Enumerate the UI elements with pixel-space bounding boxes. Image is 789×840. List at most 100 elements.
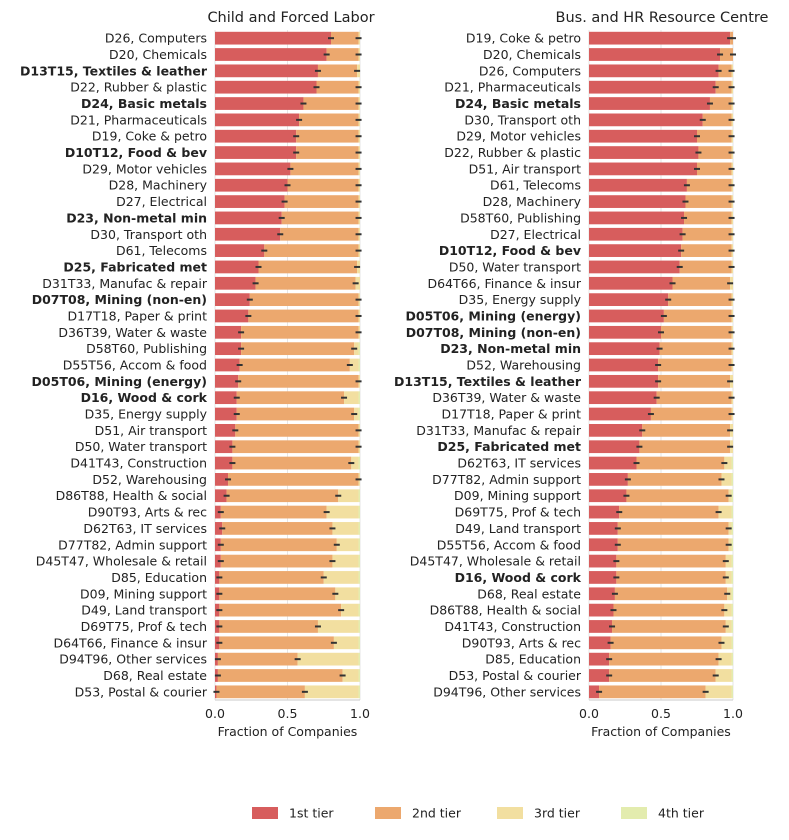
bar-segment-4-tier [358, 652, 360, 666]
bar-segment-4-tier [731, 652, 733, 666]
bar-segment-1-tier [589, 538, 618, 552]
y-tick-label: D28, Machinery [483, 194, 582, 209]
y-tick-label: D31T33, Manufac & repair [42, 276, 208, 291]
y-tick-label: D86T88, Health & social [56, 488, 207, 503]
bar-segment-1-tier [589, 603, 614, 617]
y-tick-label: D20, Chemicals [109, 47, 207, 62]
y-tick-label: D21, Pharmaceuticals [70, 112, 207, 127]
y-tick-label: D90T93, Arts & rec [88, 505, 207, 520]
bar-segment-3-tier [721, 636, 732, 650]
bar-segment-1-tier [215, 325, 242, 339]
bar-segment-3-tier [336, 538, 359, 552]
bar-segment-2-tier [331, 31, 359, 45]
bar-segment-1-tier [589, 178, 687, 192]
y-tick-label: D85, Education [485, 652, 581, 667]
y-tick-label: D58T60, Publishing [460, 210, 581, 225]
bar-segment-3-tier [332, 554, 359, 568]
bar-segment-4-tier [731, 505, 733, 519]
bar-segment-1-tier [215, 473, 229, 486]
bar-segment-2-tier [619, 505, 719, 519]
bar-segment-1-tier [589, 309, 664, 323]
bar-segment-3-tier [344, 391, 359, 405]
y-tick-label: D27, Electrical [116, 194, 207, 209]
bar-segment-2-tier [217, 652, 298, 666]
bar-segment-2-tier [219, 620, 318, 633]
bar-segment-1-tier [589, 620, 613, 633]
bar-segment-1-tier [215, 309, 249, 323]
x-tick-label: 0.0 [579, 706, 599, 721]
bar-segment-2-tier [228, 473, 359, 486]
bar-segment-4-tier [731, 620, 733, 633]
bar-segment-4-tier [731, 522, 733, 535]
bar-segment-2-tier [248, 309, 359, 323]
bar-segment-2-tier [220, 505, 327, 519]
y-tick-label: D41T43, Construction [70, 456, 207, 471]
bar-segment-1-tier [589, 64, 719, 78]
y-tick-label: D61, Telecoms [116, 243, 207, 258]
bar-segment-2-tier [241, 342, 355, 356]
bar-segment-2-tier [718, 64, 732, 78]
y-tick-label: D58T60, Publishing [86, 341, 207, 356]
y-tick-label: D62T63, IT services [457, 456, 581, 471]
y-tick-label: D68, Real estate [103, 668, 207, 683]
bar-segment-4-tier [731, 636, 733, 650]
bar-segment-1-tier [589, 325, 661, 339]
y-tick-label: D24, Basic metals [81, 96, 207, 111]
y-tick-label: D09, Mining support [454, 488, 581, 503]
bar-segment-4-tier [731, 554, 733, 568]
bar-segment-1-tier [589, 293, 669, 307]
bar-segment-2-tier [639, 440, 731, 454]
y-tick-label: D10T12, Food & bev [439, 243, 581, 258]
bar-segment-1-tier [215, 407, 237, 421]
bar-segment-2-tier [326, 48, 359, 61]
bar-segment-4-tier [358, 669, 360, 682]
y-tick-label: D41T43, Construction [444, 619, 581, 634]
bar-segment-2-tier [617, 538, 729, 552]
bar-segment-4-tier [358, 391, 360, 405]
bar-segment-2-tier [287, 178, 359, 192]
y-tick-label: D52, Warehousing [92, 472, 207, 487]
bar-segment-3-tier [724, 456, 732, 470]
y-tick-label: D17T18, Paper & print [68, 308, 208, 323]
bar-segment-2-tier [235, 423, 359, 437]
bar-segment-3-tier [349, 358, 359, 372]
bar-segment-2-tier [239, 358, 350, 372]
bar-segment-2-tier [679, 260, 732, 274]
bar-segment-4-tier [358, 603, 360, 617]
y-tick-label: D49, Land transport [455, 521, 581, 536]
bar-segment-1-tier [215, 456, 233, 470]
bar-segment-1-tier [215, 440, 233, 454]
x-tick-label: 0.0 [205, 706, 225, 721]
bar-segment-3-tier [341, 603, 359, 617]
bar-segment-1-tier [589, 374, 659, 388]
bar-segment-1-tier [589, 113, 703, 127]
bar-segment-1-tier [589, 244, 682, 257]
bar-segment-1-tier [215, 97, 304, 110]
y-tick-label: D94T96, Other services [59, 652, 207, 667]
bar-segment-2-tier [238, 374, 359, 388]
y-tick-label: D25, Fabricated met [63, 259, 207, 274]
bar-segment-1-tier [215, 48, 327, 61]
y-tick-label: D22, Rubber & plastic [70, 80, 207, 95]
bar-segment-1-tier [589, 473, 628, 486]
bar-segment-2-tier [219, 587, 336, 601]
legend-label: 4th tier [658, 806, 705, 821]
bar-segment-1-tier [589, 489, 627, 503]
bar-segment-1-tier [589, 571, 617, 584]
bar-segment-1-tier [589, 48, 721, 61]
bar-segment-1-tier [589, 456, 637, 470]
bar-segment-2-tier [672, 276, 731, 290]
bar-segment-2-tier [661, 325, 732, 339]
bar-segment-3-tier [317, 620, 359, 633]
y-tick-label: D27, Electrical [490, 227, 581, 242]
bar-segment-2-tier [668, 293, 732, 307]
bar-segment-1-tier [589, 342, 660, 356]
bar-segment-2-tier [255, 276, 356, 290]
bar-segment-1-tier [215, 374, 239, 388]
bar-segment-1-tier [589, 391, 657, 405]
bar-segment-2-tier [697, 162, 732, 176]
legend-label: 2nd tier [412, 806, 462, 821]
legend-swatch-3 [497, 807, 523, 819]
bar-segment-1-tier [215, 489, 227, 503]
